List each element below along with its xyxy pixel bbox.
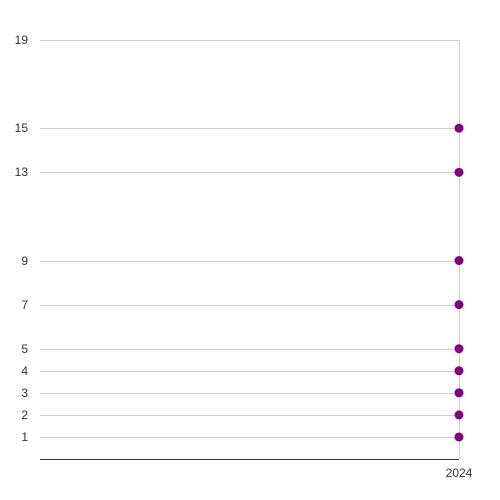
data-point	[454, 300, 464, 310]
y-tick-label: 1	[21, 430, 28, 444]
grid-layer	[40, 40, 460, 459]
y-tick-label: 3	[21, 386, 28, 400]
axis-layer: 1 2 3 4 5 7 9 13 15 19 2024	[15, 33, 473, 480]
y-tick-label: 19	[15, 33, 29, 47]
y-tick-label: 15	[15, 121, 29, 135]
data-point	[454, 123, 464, 133]
data-point	[454, 410, 464, 420]
data-point	[454, 344, 464, 354]
y-tick-label: 13	[15, 165, 29, 179]
data-point	[454, 366, 464, 376]
data-point	[454, 256, 464, 266]
y-tick-label: 5	[21, 342, 28, 356]
data-point	[454, 167, 464, 177]
y-tick-label: 9	[21, 254, 28, 268]
data-point	[454, 388, 464, 398]
y-tick-label: 4	[21, 364, 28, 378]
data-point	[454, 432, 464, 442]
point-layer	[454, 123, 464, 442]
y-tick-label: 7	[21, 298, 28, 312]
x-tick-label: 2024	[446, 466, 473, 480]
y-tick-label: 2	[21, 408, 28, 422]
